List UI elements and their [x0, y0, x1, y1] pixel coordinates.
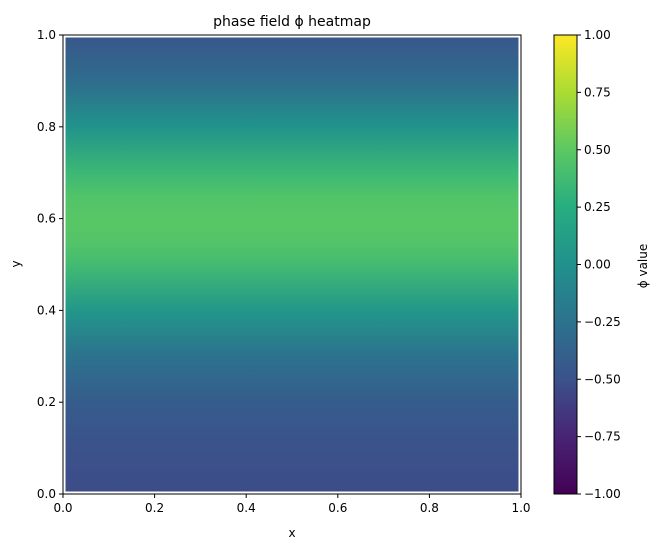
x-tick-label: 0.6 — [328, 501, 347, 515]
x-tick-label: 0.2 — [145, 501, 164, 515]
colorbar-tick-label: 0.25 — [584, 200, 611, 214]
colorbar-tick-label: −0.25 — [584, 315, 621, 329]
colorbar-tick-label: 1.00 — [584, 28, 611, 42]
y-tick-label: 1.0 — [37, 28, 56, 42]
x-tick-label: 0.4 — [237, 501, 256, 515]
phase-field-heatmap — [63, 35, 521, 494]
colorbar-label: ϕ value — [636, 244, 650, 289]
y-axis-label: y — [9, 260, 23, 267]
y-axis: 0.0 0.2 0.4 0.6 0.8 1.0 — [37, 28, 63, 501]
x-axis-label: x — [288, 526, 295, 540]
y-tick-label: 0.4 — [37, 303, 56, 317]
chart-title: phase field ϕ heatmap — [213, 14, 371, 30]
x-axis: 0.0 0.2 0.4 0.6 0.8 1.0 — [53, 494, 531, 515]
y-tick-label: 0.2 — [37, 395, 56, 409]
plot-area — [61, 33, 523, 496]
plot-frame — [62, 34, 522, 495]
colorbar-tick-label: 0.50 — [584, 143, 611, 157]
colorbar: −1.00 −0.75 −0.50 −0.25 0.00 0.25 0.50 0.75 1.00… — [553, 28, 650, 501]
y-tick-label: 0.6 — [37, 212, 56, 226]
colorbar-tick-label: −0.75 — [584, 430, 621, 444]
colorbar-tick-label: 0.75 — [584, 85, 611, 99]
y-tick-label: 0.8 — [37, 120, 56, 134]
colorbar-tick-label: 0.00 — [584, 258, 611, 272]
colorbar-tick-label: −1.00 — [584, 487, 621, 501]
x-tick-label: 0.0 — [53, 501, 72, 515]
x-tick-label: 0.8 — [420, 501, 439, 515]
colorbar-tick-label: −0.50 — [584, 372, 621, 386]
x-tick-label: 1.0 — [511, 501, 530, 515]
colorbar-ticks: −1.00 −0.75 −0.50 −0.25 0.00 0.25 0.50 0.75 1.00 — [577, 28, 621, 501]
y-tick-label: 0.0 — [37, 487, 56, 501]
colorbar-gradient — [554, 35, 577, 494]
